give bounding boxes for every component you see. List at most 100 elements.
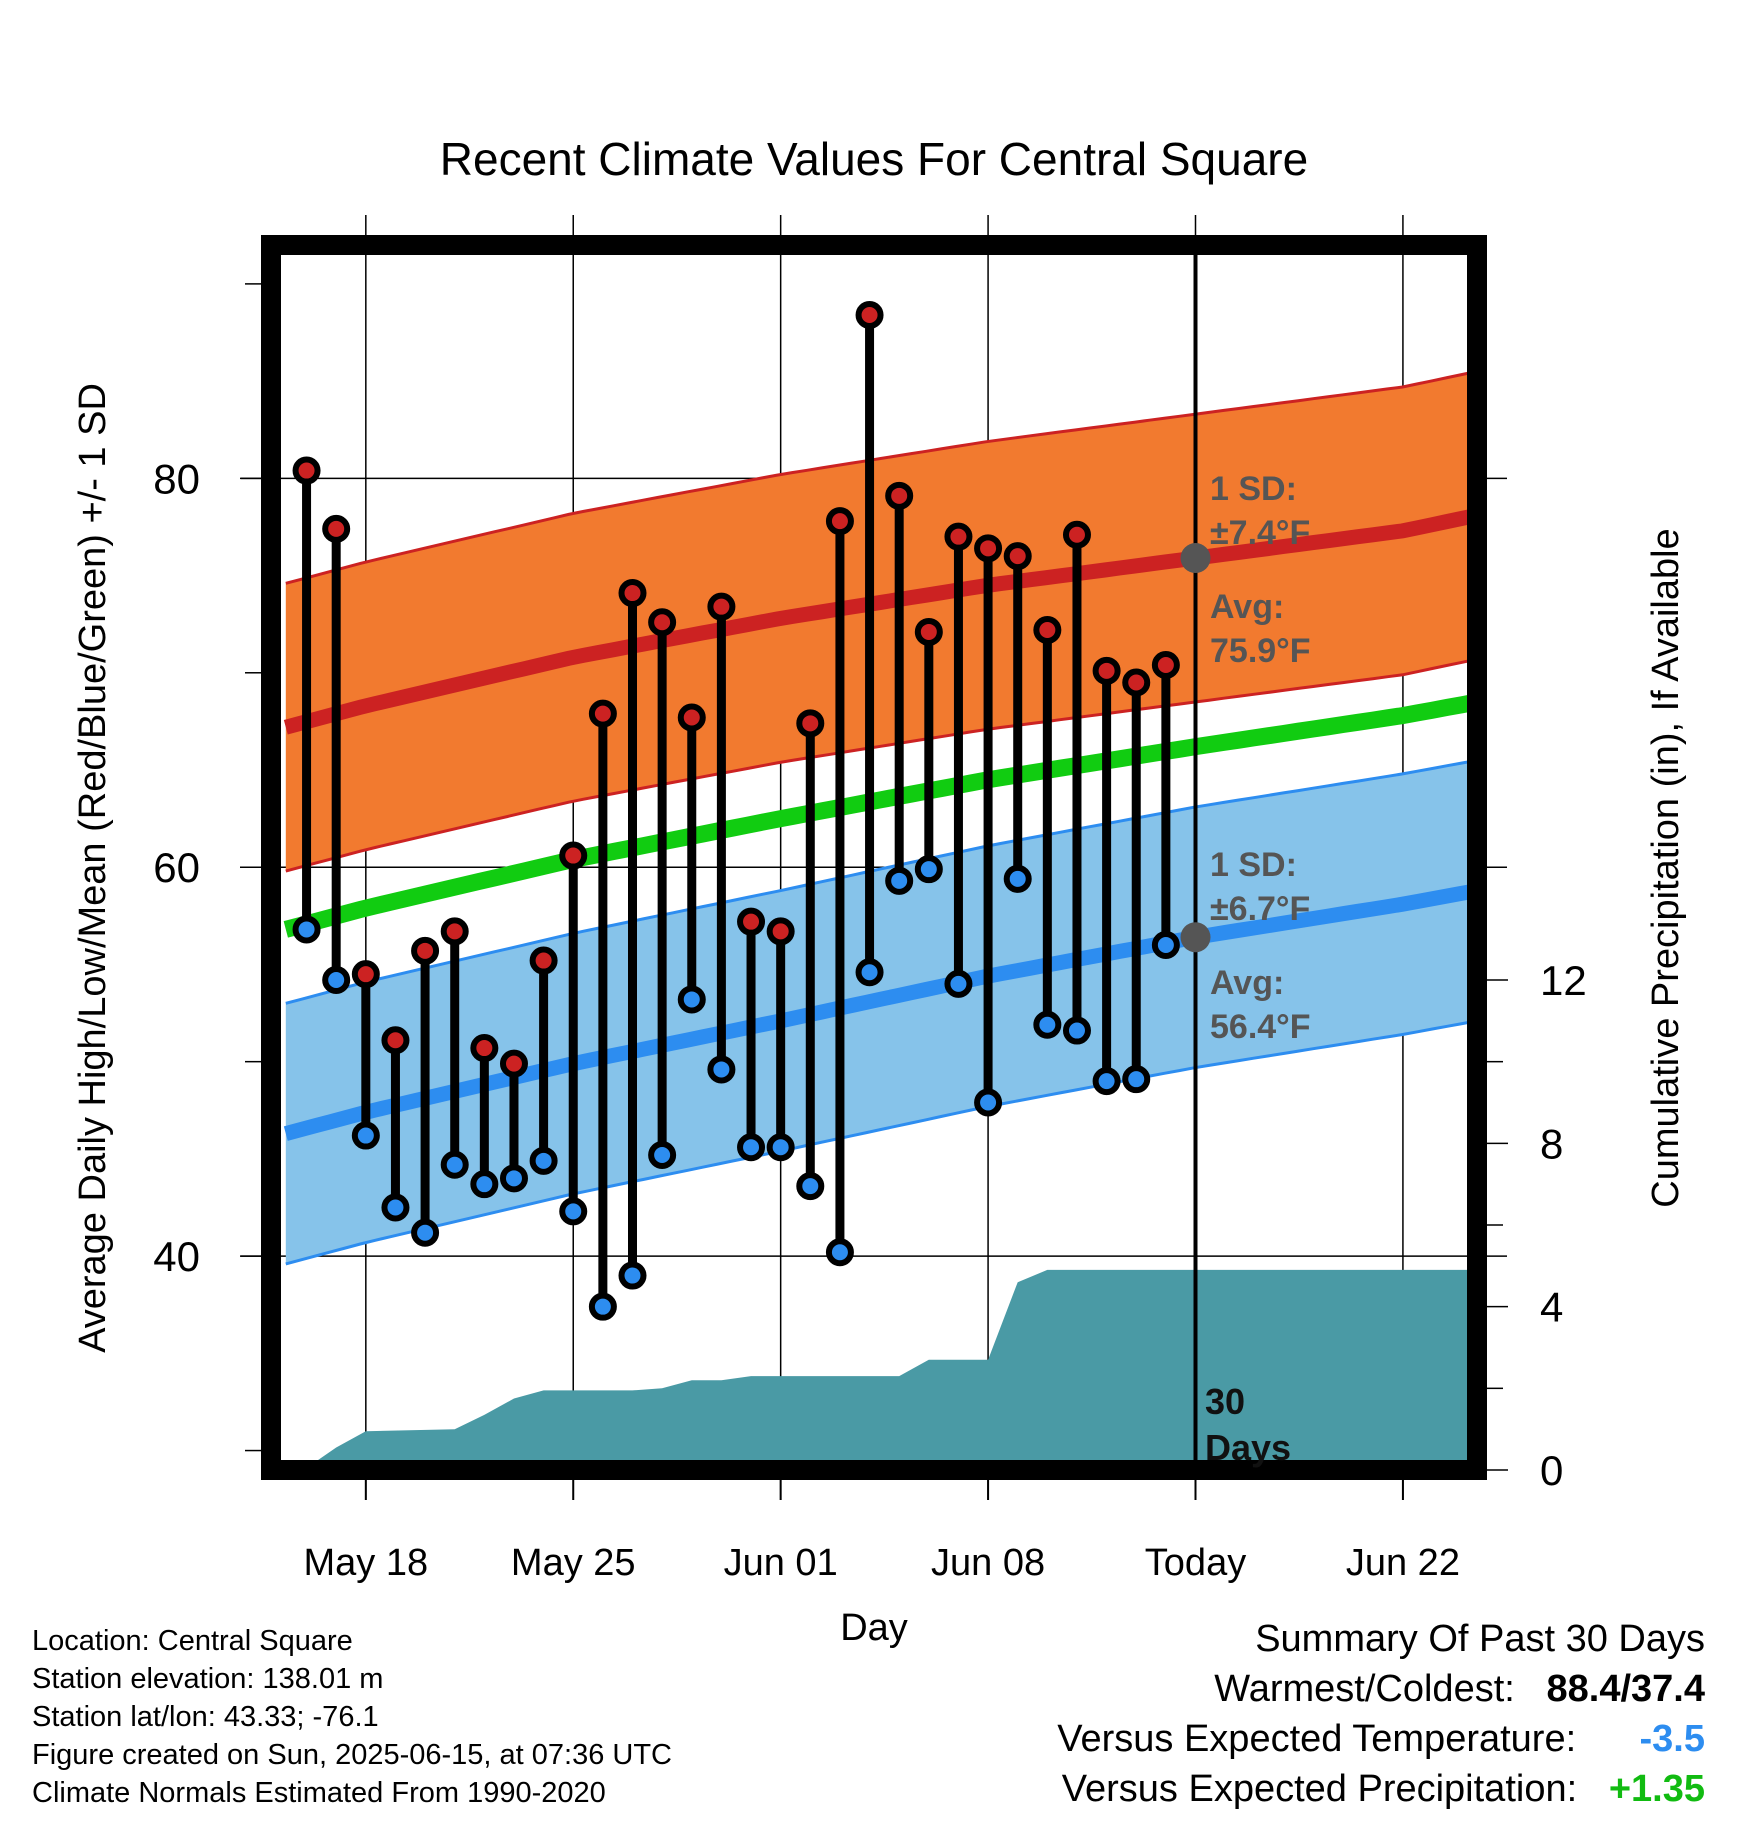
low-point bbox=[529, 1146, 558, 1175]
high-point bbox=[440, 917, 469, 946]
precip-label: Versus Expected Precipitation: bbox=[1061, 1768, 1578, 1810]
x-axis: May 18 May 25 Jun 01 Jun 08 Today Jun 22 bbox=[304, 1480, 1460, 1584]
today-high-normal-marker bbox=[1180, 543, 1211, 574]
low-point bbox=[411, 1218, 440, 1247]
today-low-normal-marker bbox=[1180, 922, 1211, 953]
high-point bbox=[470, 1034, 499, 1063]
high-point bbox=[974, 534, 1003, 563]
plot-area bbox=[241, 215, 1507, 1500]
x-tick-label: Today bbox=[1145, 1542, 1246, 1584]
high-point bbox=[322, 514, 351, 543]
low-point bbox=[1122, 1065, 1151, 1094]
low-avg-value: 56.4°F bbox=[1210, 1008, 1311, 1046]
low-point bbox=[855, 958, 884, 987]
high-point bbox=[411, 936, 440, 965]
high-point bbox=[944, 522, 973, 551]
low-point bbox=[1092, 1067, 1121, 1096]
low-point bbox=[944, 969, 973, 998]
high-point bbox=[559, 841, 588, 870]
low-point bbox=[737, 1133, 766, 1162]
low-point bbox=[1062, 1016, 1091, 1045]
low-point bbox=[322, 966, 351, 994]
daily-range-bars bbox=[302, 315, 1171, 1307]
high-point bbox=[855, 301, 884, 329]
high-point bbox=[351, 960, 380, 989]
y2-tick-label: 0 bbox=[1540, 1447, 1563, 1494]
window-unit: Days bbox=[1205, 1427, 1291, 1468]
high-point bbox=[1062, 520, 1091, 549]
low-point bbox=[618, 1261, 647, 1290]
info-elevation: Station elevation: 138.01 m bbox=[32, 1663, 384, 1695]
high-point bbox=[796, 709, 825, 738]
info-normals: Climate Normals Estimated From 1990-2020 bbox=[32, 1777, 606, 1809]
summary-temp: Versus Expected Temperature: -3.5 bbox=[1057, 1718, 1705, 1761]
low-point bbox=[648, 1141, 677, 1169]
low-sd-band bbox=[285, 760, 1477, 1264]
info-created: Figure created on Sun, 2025-06-15, at 07… bbox=[32, 1739, 672, 1771]
low-point bbox=[825, 1238, 854, 1267]
y2-tick-label: 8 bbox=[1540, 1120, 1563, 1167]
high-avg-label: Avg: bbox=[1210, 588, 1284, 626]
chart-title: Recent Climate Values For Central Square bbox=[440, 133, 1308, 185]
low-point bbox=[1003, 864, 1032, 893]
info-location: Location: Central Square bbox=[32, 1625, 353, 1657]
x-tick-label: Jun 22 bbox=[1346, 1542, 1460, 1584]
high-point bbox=[529, 946, 558, 975]
low-point bbox=[1033, 1010, 1062, 1039]
high-point bbox=[707, 592, 736, 621]
y-tick-label: 40 bbox=[153, 1233, 200, 1280]
low-point bbox=[499, 1164, 528, 1193]
normal-high-line bbox=[283, 507, 1479, 735]
x-tick-label: May 25 bbox=[511, 1542, 636, 1584]
normal-mean-line bbox=[283, 693, 1479, 938]
x-axis-title: Day bbox=[840, 1607, 908, 1649]
low-point bbox=[677, 985, 706, 1014]
high-sd-label: 1 SD: bbox=[1210, 470, 1297, 508]
high-avg-value: 75.9°F bbox=[1210, 632, 1311, 670]
annotations: 1 SD: ±7.4°F Avg: 75.9°F 1 SD: ±6.7°F Av… bbox=[1210, 470, 1311, 1046]
y2-axis-title: Cumulative Precipitation (in), If Availa… bbox=[1645, 528, 1687, 1207]
low-point bbox=[470, 1170, 499, 1199]
y-axis-right: 0 4 8 12 bbox=[1487, 957, 1587, 1494]
low-point bbox=[766, 1133, 795, 1162]
high-point bbox=[914, 617, 943, 646]
y-tick-label: 60 bbox=[153, 844, 200, 891]
precip-area bbox=[303, 1269, 1478, 1470]
normal-bands bbox=[283, 369, 1479, 1266]
daily-points bbox=[292, 301, 1180, 1321]
warm-cold-value: 88.4/37.4 bbox=[1546, 1668, 1705, 1710]
low-band-upper-edge bbox=[285, 758, 1478, 1005]
high-point bbox=[1151, 651, 1180, 679]
summary-warm-cold: Warmest/Coldest: 88.4/37.4 bbox=[1214, 1668, 1705, 1711]
low-sd-label: 1 SD: bbox=[1210, 846, 1297, 884]
high-point bbox=[1122, 668, 1151, 697]
low-band-lower-edge bbox=[285, 1019, 1478, 1266]
high-point bbox=[588, 699, 617, 728]
plot-frame bbox=[261, 235, 1487, 1480]
high-point bbox=[737, 907, 766, 936]
low-point bbox=[914, 855, 943, 884]
high-point bbox=[381, 1026, 410, 1055]
y-axis-left: 40 60 80 bbox=[153, 283, 261, 1452]
high-band-lower-edge bbox=[285, 657, 1478, 873]
low-point bbox=[559, 1197, 588, 1226]
today-normal-markers bbox=[1180, 543, 1211, 953]
x-tick-label: Jun 08 bbox=[931, 1542, 1045, 1584]
high-point bbox=[766, 917, 795, 946]
low-point bbox=[707, 1055, 736, 1084]
high-point bbox=[618, 579, 647, 608]
low-point bbox=[588, 1292, 617, 1321]
low-point bbox=[381, 1193, 410, 1222]
low-point bbox=[885, 866, 914, 895]
summary-title: Summary Of Past 30 Days bbox=[1255, 1618, 1705, 1660]
high-point bbox=[292, 456, 321, 485]
y2-tick-label: 4 bbox=[1540, 1284, 1563, 1331]
low-point bbox=[974, 1088, 1003, 1117]
high-band-upper-edge bbox=[285, 369, 1478, 585]
low-point bbox=[351, 1121, 380, 1150]
y-axis-title: Average Daily High/Low/Mean (Red/Blue/Gr… bbox=[72, 383, 114, 1353]
low-avg-label: Avg: bbox=[1210, 964, 1284, 1002]
high-point bbox=[885, 481, 914, 510]
high-point bbox=[677, 703, 706, 732]
